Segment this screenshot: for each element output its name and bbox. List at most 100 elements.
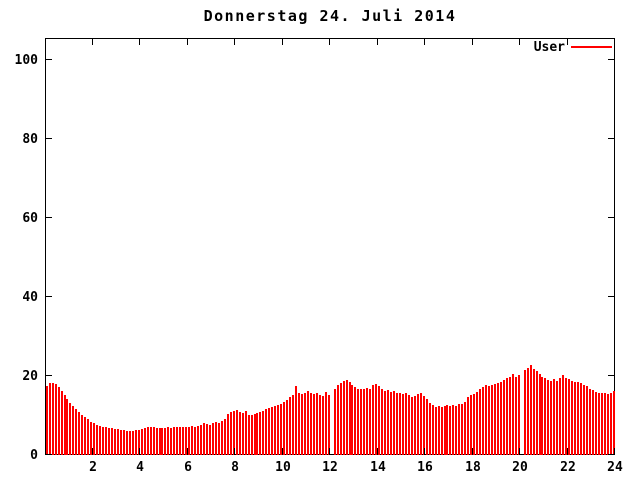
bar: [72, 406, 75, 455]
bar: [54, 384, 57, 455]
bar: [303, 393, 306, 455]
ticks-layer: [45, 38, 615, 455]
bar: [283, 402, 286, 455]
axis-tick: [567, 448, 568, 455]
bar: [496, 383, 499, 455]
bar: [591, 390, 594, 455]
bar: [562, 375, 565, 455]
bar: [398, 393, 401, 455]
bar: [559, 378, 562, 455]
axis-tick: [92, 448, 93, 455]
bar: [321, 396, 324, 455]
bar: [339, 383, 342, 455]
bar: [69, 403, 72, 455]
x-tick-label: 24: [607, 460, 623, 475]
bar: [369, 389, 372, 455]
bar: [467, 397, 470, 455]
bar: [422, 396, 425, 455]
axis-tick: [614, 448, 615, 455]
bar: [194, 427, 197, 455]
bar: [75, 409, 78, 455]
x-tick-label: 4: [136, 460, 144, 475]
bar: [66, 399, 69, 455]
bar: [203, 423, 206, 455]
bar: [366, 388, 369, 455]
bar: [137, 430, 140, 455]
bar: [479, 389, 482, 455]
bar: [375, 384, 378, 455]
bar: [116, 429, 119, 455]
bar: [176, 427, 179, 455]
bar: [517, 375, 520, 455]
x-tick-label: 14: [370, 460, 386, 475]
bar: [93, 423, 96, 455]
axis-tick: [519, 38, 520, 45]
bar: [502, 380, 505, 455]
axis-tick: [45, 59, 52, 60]
bar: [235, 410, 238, 455]
bar: [491, 385, 493, 455]
bar: [286, 400, 289, 455]
bar: [565, 378, 568, 455]
axis-tick: [608, 138, 615, 139]
bar: [401, 394, 404, 455]
axis-tick: [282, 38, 283, 45]
bar: [253, 414, 256, 455]
bar: [493, 384, 496, 455]
bar: [336, 385, 339, 455]
bar: [612, 391, 615, 455]
axis-tick: [329, 38, 330, 45]
bar: [449, 406, 452, 455]
bar: [351, 385, 354, 455]
bar: [96, 425, 99, 455]
bar: [609, 393, 612, 455]
axis-tick: [424, 448, 425, 455]
bar: [280, 404, 283, 455]
axis-tick: [45, 217, 52, 218]
axis-tick: [608, 296, 615, 297]
bar: [488, 386, 491, 455]
bar: [211, 423, 214, 455]
plot-frame: [45, 38, 615, 455]
bar: [179, 427, 182, 455]
bar: [464, 402, 467, 455]
bar: [348, 382, 351, 455]
bar: [550, 381, 553, 455]
axis-tick: [329, 448, 330, 455]
bar: [122, 430, 125, 455]
bar: [206, 424, 208, 455]
bar: [191, 426, 194, 455]
bar: [265, 409, 268, 455]
x-tick-label: 12: [322, 460, 338, 475]
bar: [407, 395, 410, 455]
bar: [315, 393, 318, 455]
bar: [476, 392, 479, 455]
bar: [577, 382, 580, 455]
bar: [295, 386, 298, 455]
bar: [60, 391, 63, 455]
bar: [99, 426, 102, 455]
x-tick-label: 8: [231, 460, 239, 475]
bar: [499, 382, 502, 455]
bar: [128, 431, 131, 455]
bar: [140, 429, 143, 455]
bar: [384, 391, 387, 455]
bar: [553, 379, 556, 455]
bar: [428, 403, 431, 455]
bar: [45, 386, 48, 455]
bar: [568, 379, 571, 455]
bar: [48, 383, 51, 455]
bar: [431, 405, 434, 455]
chart-title: Donnerstag 24. Juli 2014: [203, 7, 457, 25]
bar: [146, 427, 149, 455]
axis-tick: [234, 448, 235, 455]
x-tick-label: 18: [465, 460, 481, 475]
axis-tick: [608, 454, 615, 455]
bar: [390, 392, 393, 455]
bar: [185, 427, 188, 455]
axis-tick: [608, 217, 615, 218]
bar: [606, 394, 609, 455]
axis-tick: [282, 448, 283, 455]
bar: [90, 422, 93, 455]
axis-tick: [567, 38, 568, 45]
